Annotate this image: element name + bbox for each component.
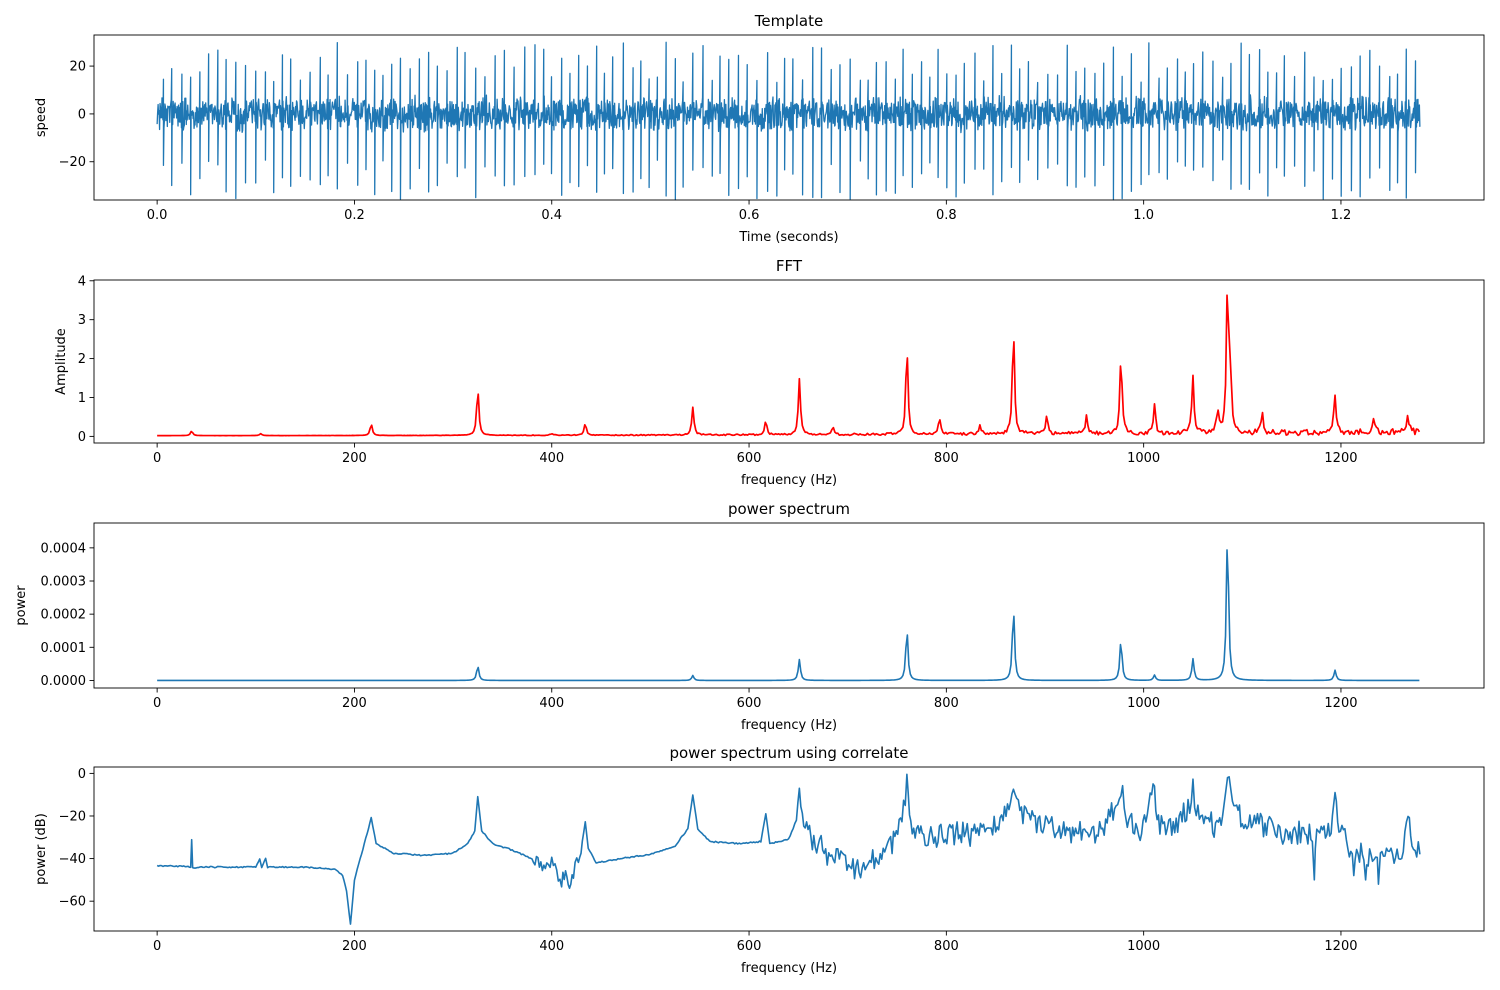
plot-title: power spectrum (728, 500, 850, 518)
x-tick-label: 200 (342, 696, 367, 711)
y-tick-label: 4 (78, 274, 86, 289)
y-tick-label: 0 (78, 430, 86, 445)
plot-title: FFT (776, 257, 803, 275)
x-axis-label: frequency (Hz) (741, 718, 837, 733)
y-tick-label: 2 (78, 352, 86, 367)
y-axis-label: power (dB) (34, 813, 49, 885)
x-tick-label: 1.0 (1133, 208, 1154, 223)
y-tick-label: 0 (78, 107, 86, 122)
x-tick-label: 0 (153, 451, 161, 466)
x-tick-label: 800 (934, 451, 959, 466)
y-axis-label: speed (34, 98, 49, 137)
y-tick-label: 0.0001 (41, 641, 87, 656)
series-line (156, 773, 1421, 925)
y-tick-label: 0.0002 (41, 608, 87, 623)
y-tick-label: −60 (59, 895, 86, 910)
x-axis-label: Time (seconds) (738, 230, 838, 245)
x-tick-label: 1200 (1324, 939, 1357, 954)
x-tick-label: 0.4 (541, 208, 562, 223)
x-axis-label: frequency (Hz) (741, 961, 837, 976)
series-line (156, 41, 1421, 201)
axes-frame (93, 34, 1485, 201)
x-tick-label: 600 (737, 696, 762, 711)
y-tick-label: 3 (78, 313, 86, 328)
x-tick-label: 0 (153, 696, 161, 711)
x-tick-label: 0 (153, 939, 161, 954)
y-tick-label: 0.0000 (41, 674, 87, 689)
axes-frame (93, 279, 1485, 444)
plot-title: Template (754, 12, 823, 30)
x-tick-label: 0.8 (936, 208, 957, 223)
y-tick-label: 1 (78, 391, 86, 406)
x-tick-label: 0.6 (739, 208, 760, 223)
x-tick-label: 600 (737, 939, 762, 954)
x-axis-label: frequency (Hz) (741, 473, 837, 488)
x-tick-label: 600 (737, 451, 762, 466)
axes-frame (93, 522, 1485, 689)
y-tick-label: −20 (59, 809, 86, 824)
x-tick-label: 800 (934, 696, 959, 711)
subplot-4: power spectrum using correlate 0 200 400 600… (34, 744, 1485, 976)
x-tick-label: 400 (539, 939, 564, 954)
y-tick-label: −40 (59, 852, 86, 867)
x-tick-label: 0.2 (344, 208, 365, 223)
x-tick-label: 400 (539, 696, 564, 711)
x-tick-label: 1200 (1324, 451, 1357, 466)
subplot-2: FFT 0 200 400 600 800 1000 1200 0 1 2 3 4 frequency (… (54, 257, 1485, 488)
subplot-3: power spectrum 0 200 400 600 800 1000 1200 0.000… (14, 500, 1485, 733)
x-tick-label: 1000 (1127, 451, 1160, 466)
y-axis-label: power (14, 585, 29, 626)
y-tick-label: 0.0003 (41, 575, 87, 590)
y-tick-label: 0 (78, 767, 86, 782)
x-tick-label: 1200 (1324, 696, 1357, 711)
axes-frame (93, 766, 1485, 932)
plot-title: power spectrum using correlate (669, 744, 908, 762)
x-tick-label: 0.0 (147, 208, 168, 223)
x-tick-label: 200 (342, 451, 367, 466)
y-tick-label: 0.0004 (41, 541, 87, 556)
y-axis-label: Amplitude (54, 328, 69, 395)
y-tick-label: 20 (69, 60, 86, 75)
y-tick-label: −20 (59, 155, 86, 170)
x-tick-label: 1.2 (1331, 208, 1352, 223)
series-line (157, 549, 1420, 682)
x-tick-label: 200 (342, 939, 367, 954)
x-tick-label: 400 (539, 451, 564, 466)
x-tick-label: 1000 (1127, 939, 1160, 954)
subplot-1: Template 0.0 0.2 0.4 0.6 0.8 1.0 1.2 −20 0 20 Time … (34, 12, 1485, 245)
x-tick-label: 800 (934, 939, 959, 954)
x-tick-label: 1000 (1127, 696, 1160, 711)
series-line (157, 294, 1421, 437)
